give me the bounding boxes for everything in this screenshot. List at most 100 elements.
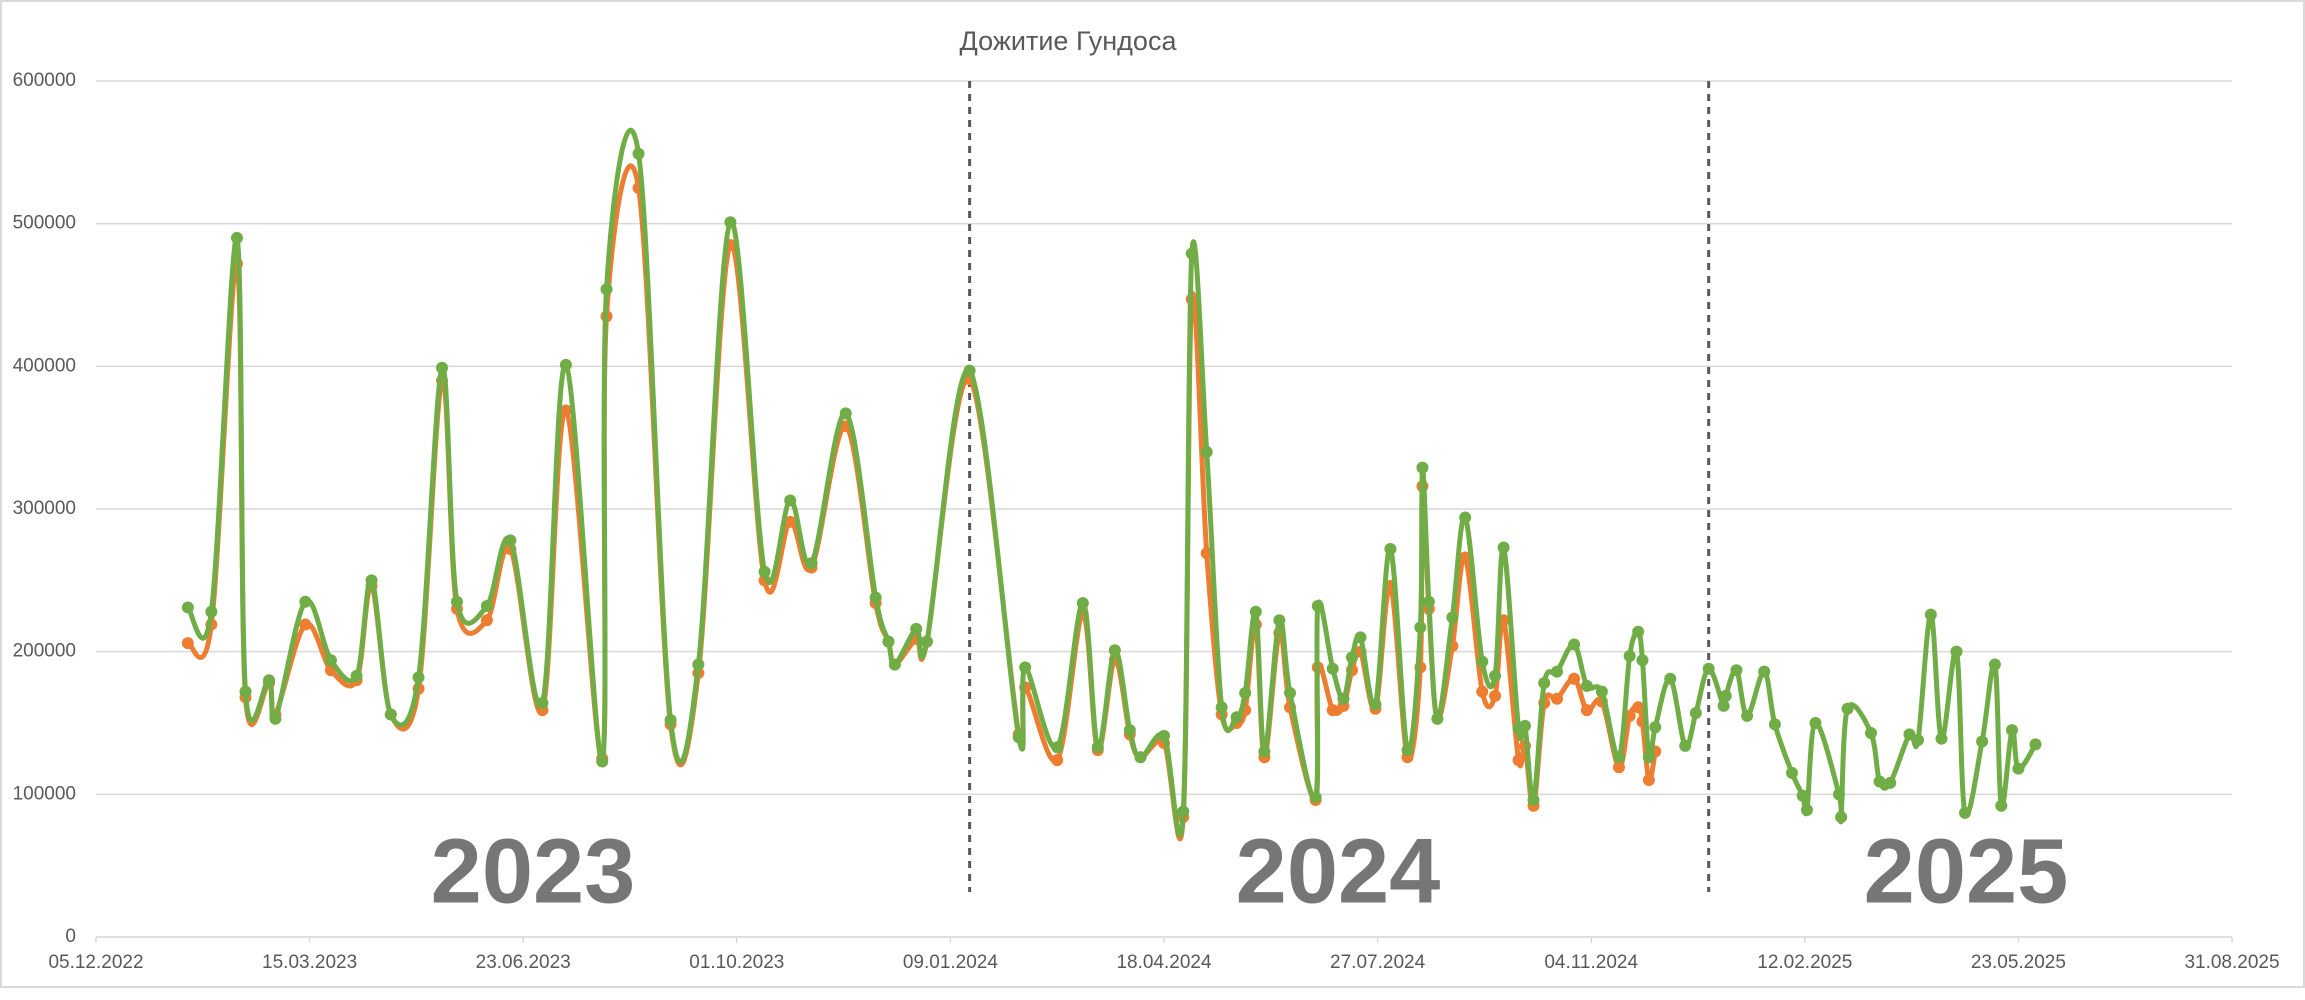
data-point	[1632, 625, 1645, 638]
data-point	[1702, 662, 1715, 675]
data-point	[1835, 811, 1848, 824]
data-point	[1337, 692, 1350, 705]
x-tick-label: 09.01.2024	[903, 952, 999, 973]
year-label: 2023	[431, 820, 636, 922]
data-point	[888, 658, 901, 671]
data-point	[920, 635, 933, 648]
data-point	[963, 364, 976, 377]
data-point	[1935, 732, 1948, 745]
data-point	[1730, 664, 1743, 677]
data-point	[1785, 766, 1798, 779]
data-point	[1091, 741, 1104, 754]
data-point	[1865, 726, 1878, 739]
x-tick-label: 05.12.2022	[48, 952, 143, 973]
data-point	[384, 708, 397, 721]
x-tick-label: 01.10.2023	[689, 952, 784, 973]
data-point	[299, 618, 312, 631]
data-point	[1422, 595, 1435, 608]
data-point	[1612, 751, 1625, 764]
data-point	[205, 605, 218, 618]
data-point	[1518, 719, 1531, 732]
data-point	[1215, 701, 1228, 714]
data-point	[1538, 677, 1551, 690]
data-point	[1580, 704, 1593, 717]
data-point	[269, 712, 282, 725]
data-point	[1809, 717, 1822, 729]
data-point	[1123, 724, 1136, 737]
data-point	[2005, 724, 2018, 737]
data-point	[350, 669, 363, 682]
data-point	[299, 595, 312, 608]
data-point	[1568, 638, 1581, 651]
data-point	[1642, 751, 1655, 764]
data-point	[1679, 739, 1692, 752]
data-point	[1903, 728, 1916, 741]
data-point	[1873, 775, 1886, 788]
data-point	[1446, 611, 1459, 624]
data-point	[239, 685, 252, 698]
data-point	[1832, 788, 1845, 801]
y-tick-label: 600000	[13, 70, 76, 91]
year-label: 2025	[1864, 820, 2069, 922]
data-point	[1230, 711, 1243, 724]
data-point	[536, 697, 549, 710]
data-point	[412, 671, 425, 684]
data-point	[1924, 608, 1937, 621]
data-point	[1200, 445, 1213, 458]
data-point	[1239, 687, 1252, 700]
data-point	[1497, 541, 1510, 554]
data-point	[263, 674, 276, 687]
data-point	[692, 658, 705, 671]
data-point	[1741, 709, 1754, 722]
data-point	[230, 231, 243, 244]
data-point	[910, 622, 923, 635]
data-point	[784, 494, 797, 507]
data-point	[1326, 704, 1339, 717]
data-point	[784, 515, 797, 528]
data-point	[1354, 631, 1367, 644]
data-point	[1258, 745, 1271, 758]
data-point	[1489, 689, 1502, 702]
data-point	[1134, 751, 1147, 764]
data-point	[1719, 689, 1732, 702]
data-point	[839, 407, 852, 420]
data-point	[600, 283, 613, 296]
data-point	[1108, 644, 1121, 657]
data-point	[1959, 806, 1971, 819]
data-point	[1988, 658, 2001, 671]
data-point	[365, 574, 378, 587]
data-point	[559, 358, 572, 371]
data-point	[1612, 761, 1625, 774]
data-point	[664, 714, 677, 727]
x-tick-label: 12.02.2025	[1757, 952, 1852, 973]
data-point	[504, 534, 517, 547]
data-point	[181, 637, 194, 650]
data-point	[1384, 542, 1397, 555]
data-point	[1664, 672, 1677, 685]
data-point	[1995, 799, 2008, 812]
data-point	[1284, 687, 1297, 700]
data-point	[181, 601, 194, 614]
data-point	[1311, 600, 1324, 613]
data-point	[1185, 247, 1198, 260]
y-tick-label: 0	[65, 926, 76, 947]
data-point	[1476, 685, 1489, 698]
x-tick-label: 15.03.2023	[262, 952, 357, 973]
data-point	[1158, 729, 1170, 742]
data-point	[1459, 551, 1472, 564]
y-tick-label: 300000	[13, 498, 76, 519]
data-point	[559, 404, 572, 417]
data-point	[480, 614, 493, 627]
data-point	[1800, 804, 1813, 817]
data-point	[1051, 754, 1064, 767]
data-point	[1489, 669, 1502, 682]
x-tick-label: 31.08.2025	[2184, 952, 2279, 973]
y-tick-label: 200000	[13, 641, 76, 662]
data-point	[450, 595, 463, 608]
data-point	[1414, 621, 1427, 634]
data-point	[1649, 721, 1662, 734]
x-tick-label: 23.06.2023	[476, 952, 571, 973]
data-point	[1912, 734, 1925, 747]
